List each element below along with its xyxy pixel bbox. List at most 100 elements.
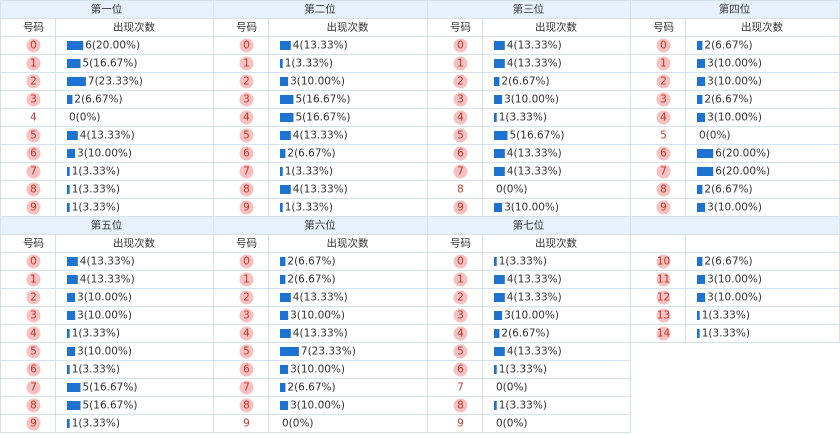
- count-bar: [67, 95, 73, 104]
- count-label: 6(20.00%): [85, 40, 140, 52]
- count-bar: [67, 419, 70, 428]
- count-bar: [280, 311, 289, 320]
- count-bar: [67, 365, 70, 374]
- count-label: 1(3.33%): [72, 364, 120, 376]
- count-bar: [494, 149, 505, 158]
- number: 7: [457, 166, 464, 178]
- number: 5: [457, 346, 464, 358]
- number-badge: [239, 74, 254, 89]
- column-header: 号码: [450, 238, 471, 250]
- count-bar: [280, 401, 289, 410]
- count-bar: [494, 347, 505, 356]
- number-badge: [239, 344, 254, 359]
- number: 6: [660, 148, 667, 160]
- count-bar: [494, 401, 497, 410]
- count-bar: [67, 329, 70, 338]
- panel-title: 第四位: [719, 3, 751, 16]
- count-label: 3(10.00%): [290, 310, 345, 322]
- count-label: 1(3.33%): [72, 202, 120, 214]
- count-label: 6(20.00%): [715, 166, 770, 178]
- number: 9: [457, 202, 464, 214]
- count-label: 3(10.00%): [707, 58, 762, 70]
- number-badge: [453, 74, 468, 89]
- count-label: 4(13.33%): [80, 274, 135, 286]
- number-badge: [453, 326, 468, 341]
- number-badge: [453, 398, 468, 413]
- number-badge: [239, 254, 254, 269]
- count-label: 2(6.67%): [287, 256, 335, 268]
- count-bar: [67, 275, 78, 284]
- count-bar: [280, 257, 286, 266]
- count-label: 4(13.33%): [507, 292, 562, 304]
- column-header: 出现次数: [327, 21, 369, 34]
- number-badge: [656, 290, 671, 305]
- count-label: 3(10.00%): [77, 292, 132, 304]
- count-label: 3(10.00%): [77, 346, 132, 358]
- number: 8: [243, 400, 250, 412]
- cell: [213, 414, 269, 433]
- count-bar: [67, 41, 84, 50]
- count-label: 1(3.33%): [702, 328, 750, 340]
- number: 3: [243, 310, 250, 322]
- number: 4: [30, 112, 37, 124]
- count-label: 0(0%): [496, 418, 528, 430]
- number-badge: [26, 146, 41, 161]
- number: 9: [30, 202, 37, 214]
- count-bar: [494, 293, 505, 302]
- number: 3: [243, 94, 250, 106]
- number: 0: [457, 40, 464, 52]
- number: 3: [30, 310, 37, 322]
- count-bar: [280, 131, 291, 140]
- count-bar: [67, 131, 78, 140]
- number-badge: [453, 272, 468, 287]
- count-bar: [280, 41, 291, 50]
- cell: [630, 126, 686, 145]
- number: 2: [457, 292, 464, 304]
- column-header: 号码: [450, 22, 471, 34]
- number-badge: [656, 146, 671, 161]
- column-header: 出现次数: [113, 237, 155, 250]
- count-bar: [280, 203, 283, 212]
- number: 7: [243, 166, 250, 178]
- count-bar: [494, 167, 505, 176]
- count-bar: [697, 257, 703, 266]
- number: 4: [243, 112, 250, 124]
- number-badge: [26, 416, 41, 431]
- number-badge: [453, 56, 468, 71]
- count-label: 2(6.67%): [704, 94, 752, 106]
- number-badge: [239, 38, 254, 53]
- column-header: 出现次数: [741, 21, 783, 34]
- count-label: 0(0%): [496, 184, 528, 196]
- number: 0: [457, 256, 464, 268]
- number-badge: [239, 110, 254, 125]
- number: 5: [243, 130, 250, 142]
- count-label: 1(3.33%): [499, 112, 547, 124]
- number-badge: [26, 272, 41, 287]
- count-bar: [494, 41, 505, 50]
- count-label: 7(23.33%): [301, 346, 356, 358]
- count-label: 3(10.00%): [707, 274, 762, 286]
- count-bar: [280, 365, 289, 374]
- number-badge: [239, 398, 254, 413]
- count-bar: [697, 203, 706, 212]
- count-label: 2(6.67%): [74, 94, 122, 106]
- number-badge: [453, 146, 468, 161]
- number-badge: [453, 38, 468, 53]
- column-header: 号码: [653, 22, 674, 34]
- count-label: 3(10.00%): [707, 202, 762, 214]
- number-badge: [453, 254, 468, 269]
- number-badge: [239, 308, 254, 323]
- count-bar: [494, 95, 503, 104]
- number: 0: [660, 40, 667, 52]
- count-label: 3(10.00%): [290, 76, 345, 88]
- number: 4: [660, 112, 667, 124]
- number-badge: [656, 56, 671, 71]
- column-header: 出现次数: [327, 237, 369, 250]
- count-bar: [280, 167, 283, 176]
- count-label: 2(6.67%): [287, 382, 335, 394]
- number-badge: [26, 362, 41, 377]
- count-bar: [494, 77, 500, 86]
- number-badge: [26, 56, 41, 71]
- cell: [427, 180, 483, 199]
- number: 2: [660, 76, 667, 88]
